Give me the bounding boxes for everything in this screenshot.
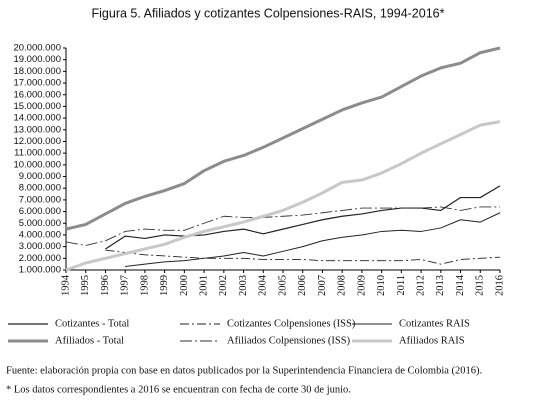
legend-label: Afiliados - Total <box>55 335 124 346</box>
legend-label: Cotizantes Colpensiones (ISS) <box>227 318 356 329</box>
y-tick-label: 12.000.000 <box>13 136 61 147</box>
y-tick-label: 17.000.000 <box>13 78 61 89</box>
x-tick-label: 2002 <box>218 275 229 296</box>
x-tick-label: 2006 <box>297 275 308 296</box>
y-tick-label: 14.000.000 <box>13 113 61 124</box>
y-tick-label: 8.000.000 <box>19 183 61 194</box>
x-tick-label: 2013 <box>435 275 446 296</box>
y-tick-label: 19.000.000 <box>13 54 61 65</box>
y-tick-label: 4.000.000 <box>19 229 61 240</box>
x-tick-label: 1998 <box>139 275 150 296</box>
y-tick-label: 9.000.000 <box>19 171 61 182</box>
x-tick-label: 2016 <box>494 275 505 296</box>
x-tick-label: 2009 <box>356 275 367 296</box>
chart-title: Figura 5. Afiliados y cotizantes Colpens… <box>92 6 445 20</box>
series-line <box>105 185 501 250</box>
x-tick-label: 2015 <box>475 275 486 296</box>
x-tick-label: 2003 <box>238 275 249 296</box>
y-tick-label: 1.000.000 <box>19 265 61 276</box>
x-tick-label: 1999 <box>159 275 170 296</box>
x-tick-label: 2008 <box>337 275 348 296</box>
y-tick-label: 18.000.000 <box>13 66 61 77</box>
legend-label: Afiliados Colpensiones (ISS) <box>227 335 351 346</box>
legend-label: Cotizantes RAIS <box>399 318 470 329</box>
y-tick-label: 7.000.000 <box>19 194 61 205</box>
y-tick-label: 3.000.000 <box>19 241 61 252</box>
series-line <box>125 212 501 267</box>
y-tick-label: 13.000.000 <box>13 124 61 135</box>
series-line <box>65 120 501 272</box>
x-tick-label: 2004 <box>258 274 269 296</box>
y-tick-label: 11.000.000 <box>14 148 61 159</box>
y-tick-label: 6.000.000 <box>19 206 61 217</box>
x-tick-label: 2005 <box>277 275 288 296</box>
x-tick-label: 2001 <box>198 275 209 296</box>
footnote: * Los datos correspondientes a 2016 se e… <box>6 384 351 395</box>
x-tick-label: 1997 <box>120 275 131 296</box>
source-note: Fuente: elaboración propia con base en d… <box>6 365 482 376</box>
x-tick-label: 1995 <box>80 275 91 296</box>
x-tick-label: 2011 <box>396 275 407 296</box>
x-tick-label: 2007 <box>317 275 328 296</box>
y-tick-label: 5.000.000 <box>19 218 61 229</box>
y-tick-label: 15.000.000 <box>13 101 61 112</box>
y-tick-label: 10.000.000 <box>13 159 61 170</box>
x-tick-label: 2014 <box>455 274 466 296</box>
x-tick-label: 2012 <box>415 275 426 296</box>
series-line <box>65 206 500 246</box>
legend-label: Cotizantes - Total <box>55 318 129 329</box>
legend-label: Afiliados RAIS <box>399 335 465 346</box>
y-tick-label: 2.000.000 <box>19 253 61 264</box>
series-line <box>105 249 501 265</box>
x-tick-label: 1996 <box>100 275 111 296</box>
x-tick-label: 2000 <box>179 275 190 296</box>
series-line <box>65 46 501 231</box>
y-tick-label: 20.000.000 <box>13 43 61 54</box>
y-tick-label: 16.000.000 <box>13 89 61 100</box>
x-tick-label: 2010 <box>376 275 387 296</box>
x-tick-label: 1994 <box>60 274 71 296</box>
